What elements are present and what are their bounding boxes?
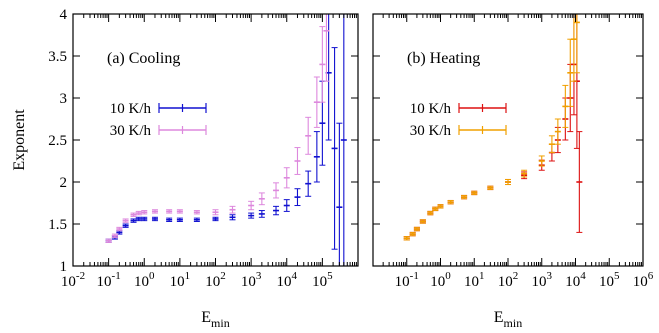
panel-cooling: 1 1.5 2 2.5 3 3.5 4 10-2 10-1 100 101 102 103 104 105 (… [11,7,359,330]
legend-label: 30 K/h [410,123,452,139]
x-tick-label: 104 [277,270,298,290]
x-tick-label: 104 [565,270,586,290]
x-tick-label: 10-1 [97,270,121,290]
legend-swatch [158,125,207,135]
panel-label: (a) Cooling [107,50,180,67]
panel-heating: 10-1 100 101 102 103 104 105 106 (b) Heating 10 K… [372,13,654,330]
x-tick-label: 10-1 [395,270,419,290]
legend-swatch [158,103,207,113]
y-tick-label: 1.5 [48,217,67,233]
x-tick-label: 105 [312,270,333,290]
legend-swatch [458,103,507,113]
x-axis-label: Emin [494,309,522,330]
y-tick-label: 3.5 [48,49,67,65]
x-tick-label: 102 [205,270,226,290]
x-tick-label: 100 [134,270,155,290]
x-tick-label: 103 [532,270,553,290]
x-tick-label: 103 [241,270,262,290]
y-axis-label: Exponent [11,109,28,171]
x-axis-label: Emin [201,309,229,330]
x-tick-label: 101 [464,270,485,290]
series-30-k-h [105,14,330,243]
plot-area [403,14,583,241]
x-tick-label: 102 [498,270,519,290]
x-tick-label: 101 [170,270,191,290]
y-tick-label: 1 [60,259,68,275]
legend-label: 10 K/h [110,101,152,117]
panel-label: (b) Heating [407,50,480,67]
y-tick-label: 2 [60,175,68,191]
legend-label: 10 K/h [410,101,452,117]
y-tick-label: 2.5 [48,133,67,149]
x-tick-label: 105 [599,270,620,290]
plot-area [105,14,347,266]
legend-swatch [458,125,507,135]
x-tick-label: 100 [430,270,451,290]
y-tick-label: 4 [60,7,68,23]
series-10-k-h [105,14,347,266]
series-30-k-h [403,14,580,241]
legend-label: 30 K/h [110,123,152,139]
x-tick-label: 106 [633,270,654,290]
y-tick-label: 3 [60,91,68,107]
x-tick-label: 10-2 [61,270,85,290]
